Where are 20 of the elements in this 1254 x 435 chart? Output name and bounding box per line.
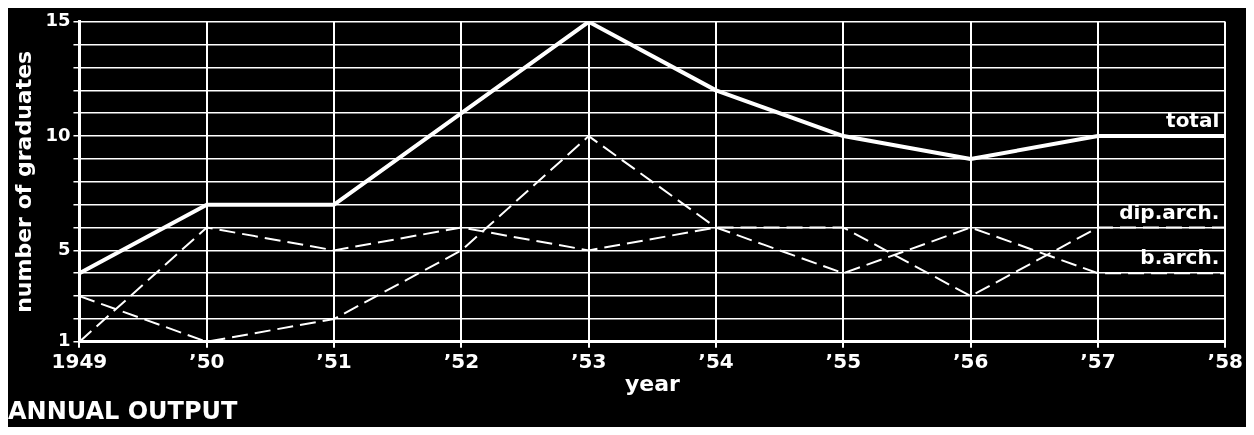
y-tick-label: 15	[45, 9, 71, 31]
x-tick-label: ’56	[952, 349, 989, 373]
x-axis-title: year	[624, 370, 680, 396]
x-tick-label: ’51	[316, 349, 352, 373]
x-tick-label: ’53	[570, 349, 607, 373]
x-tick-label: ’50	[189, 349, 225, 373]
series-label: total	[1166, 108, 1220, 133]
y-tick-label: 5	[57, 238, 71, 260]
x-tick-label: ’54	[698, 349, 734, 373]
series-label: dip.arch.	[1119, 199, 1220, 224]
x-tick-label: ’58	[1207, 349, 1243, 373]
text: ANNUAL OUTPUT	[8, 396, 239, 425]
y-tick-label: 1	[57, 329, 71, 351]
series-label: b.arch.	[1140, 245, 1220, 270]
x-tick-label: ’57	[1080, 349, 1116, 373]
y-tick-label: 10	[45, 123, 71, 145]
x-tick-label: ’52	[443, 349, 480, 373]
x-tick-label: ’55	[825, 349, 862, 373]
x-tick-label: 1949	[51, 349, 108, 373]
y-axis-title: number of graduates	[10, 50, 36, 313]
